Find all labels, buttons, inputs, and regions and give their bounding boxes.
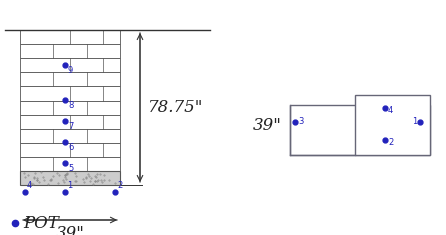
Bar: [20, 72, 120, 86]
Text: 1: 1: [412, 118, 417, 126]
Text: 1: 1: [67, 181, 72, 190]
Bar: [20, 157, 120, 171]
Bar: [20, 171, 120, 185]
Bar: [290, 105, 430, 155]
Text: 5: 5: [68, 164, 73, 173]
Text: 2: 2: [117, 181, 122, 190]
Bar: [20, 30, 120, 44]
Bar: [355, 95, 430, 155]
Text: 9: 9: [68, 66, 73, 75]
Text: 78.75": 78.75": [148, 98, 203, 115]
Text: 6: 6: [68, 143, 74, 152]
Text: POT: POT: [23, 215, 59, 231]
Bar: [20, 86, 120, 101]
Bar: [20, 115, 120, 129]
Text: 7: 7: [68, 122, 74, 131]
Text: 4: 4: [388, 106, 393, 115]
Bar: [20, 129, 120, 143]
Text: 3: 3: [298, 118, 303, 126]
Text: 8: 8: [68, 101, 74, 110]
Text: 39": 39": [253, 117, 282, 133]
Bar: [20, 101, 120, 115]
Bar: [20, 143, 120, 157]
Text: 4: 4: [27, 181, 32, 190]
Bar: [20, 58, 120, 72]
Bar: [20, 44, 120, 58]
Text: 2: 2: [388, 138, 393, 147]
Text: 39": 39": [56, 225, 84, 235]
